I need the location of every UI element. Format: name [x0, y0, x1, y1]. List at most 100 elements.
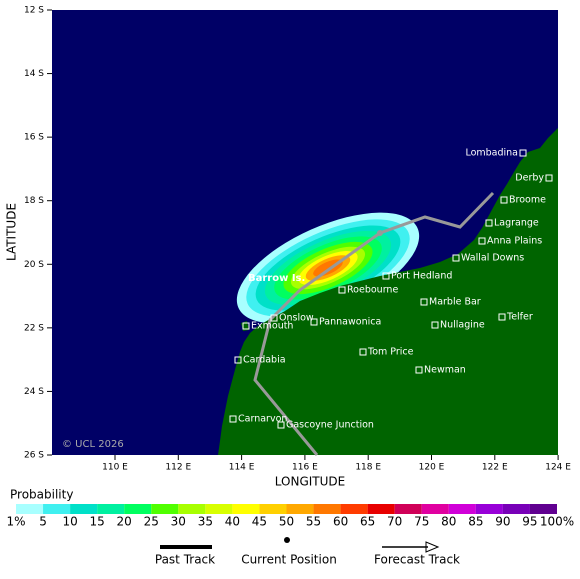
legend-item: Past Track [155, 553, 215, 567]
y-tick-label: 18 S [24, 196, 44, 206]
y-tick-label: 24 S [24, 387, 44, 397]
x-tick-label: 114 E [229, 463, 255, 473]
x-tick-label: 122 E [482, 463, 508, 473]
scale-label: 85 [468, 515, 483, 529]
scale-swatch [313, 504, 341, 514]
scale-swatch [205, 504, 233, 514]
scale-swatch [367, 504, 395, 514]
place-label: Port Hedland [391, 271, 452, 282]
scale-swatch [97, 504, 125, 514]
scale-label: 100% [540, 515, 574, 529]
place-label: Lagrange [494, 218, 539, 229]
scale-swatch [43, 504, 71, 514]
scale-label: 35 [198, 515, 213, 529]
scale-label: 10 [62, 515, 77, 529]
y-tick-label: 20 S [24, 260, 44, 270]
legend-item: Forecast Track [374, 553, 460, 567]
y-tick-label: 26 S [24, 450, 44, 460]
place-label: Cardabia [243, 355, 286, 366]
place-marker [415, 366, 423, 374]
scale-label: 25 [144, 515, 159, 529]
place-label: Derby [515, 173, 544, 184]
places: Lombadina Derby Broome Lagrange Anna Plains W… [229, 148, 553, 431]
scale-label: 55 [306, 515, 321, 529]
place-label: Lombadina [465, 148, 518, 159]
y-tick-label: 22 S [24, 323, 44, 333]
place-marker [498, 313, 506, 321]
scale-label: 20 [117, 515, 132, 529]
scale-label: 95 [522, 515, 537, 529]
place-marker [519, 149, 527, 157]
island-label: Barrow Is. [248, 273, 305, 284]
scale-label: 70 [387, 515, 402, 529]
place-marker [420, 298, 428, 306]
place-label: Tom Price [367, 347, 414, 358]
place-marker [478, 237, 486, 245]
scale-swatch [151, 504, 179, 514]
place-label: Broome [509, 195, 546, 206]
place-label: Anna Plains [487, 236, 542, 247]
color-scale: 1% 5 10 15 20 25 30 35 40 45 50 55 60 65 70 75 80 85 90 95 1… [6, 504, 574, 529]
scale-swatch [178, 504, 206, 514]
place-label: Newman [424, 365, 466, 376]
place-marker [229, 415, 237, 423]
scale-label: 15 [90, 515, 105, 529]
scale-label: 45 [252, 515, 267, 529]
scale-swatch [70, 504, 98, 514]
place-marker [234, 356, 242, 364]
place-marker [359, 348, 367, 356]
scale-label: 60 [333, 515, 348, 529]
place-label: Wallal Downs [461, 253, 524, 264]
scale-label: 65 [360, 515, 375, 529]
scale-label: 5 [39, 515, 47, 529]
scale-label: 30 [171, 515, 186, 529]
land [218, 128, 558, 455]
x-axis-label: LONGITUDE [275, 475, 345, 489]
scale-swatch [502, 504, 530, 514]
x-tick-label: 120 E [419, 463, 445, 473]
place-marker [500, 196, 508, 204]
legend-title: Probability [10, 488, 73, 502]
scale-label: 80 [441, 515, 456, 529]
scale-swatch [394, 504, 422, 514]
place-label: Roebourne [347, 285, 398, 296]
scale-swatch [475, 504, 503, 514]
scale-swatch [232, 504, 260, 514]
x-tick-label: 116 E [292, 463, 318, 473]
place-label: Gascoyne Junction [286, 420, 374, 431]
current-position-symbol [284, 537, 290, 543]
place-marker [382, 272, 390, 280]
scale-swatch [16, 504, 44, 514]
place-label: Exmouth [251, 321, 293, 332]
x-tick-label: 110 E [102, 463, 128, 473]
scale-label: 1% [6, 515, 25, 529]
x-tick-label: 118 E [355, 463, 381, 473]
place-label: Onslow [279, 313, 314, 324]
place-marker [242, 322, 250, 330]
forecast-track [253, 191, 495, 456]
place-marker [431, 321, 439, 329]
place-label: Carnarvon [238, 414, 287, 425]
place-marker [545, 174, 553, 182]
y-tick-label: 16 S [24, 133, 44, 143]
forecast-arrow [425, 541, 440, 553]
current-position [377, 230, 383, 236]
place-label: Pannawonica [319, 317, 381, 328]
x-tick-label: 112 E [165, 463, 191, 473]
place-label: Nullagine [440, 320, 485, 331]
scale-swatch [259, 504, 287, 514]
scale-swatch [124, 504, 152, 514]
place-marker [270, 314, 278, 322]
x-tick-label: 124 E [545, 463, 571, 473]
place-marker [452, 254, 460, 262]
scale-swatch [421, 504, 449, 514]
scale-swatch [286, 504, 314, 514]
scale-swatch [448, 504, 476, 514]
place-marker [277, 421, 285, 429]
y-axis-label: LATITUDE [5, 203, 19, 261]
place-marker [338, 286, 346, 294]
scale-swatch [340, 504, 368, 514]
axis-ticks: 12 S 14 S 16 S 18 S 20 S 22 S 24 S 26 S 110 E 112… [24, 6, 571, 473]
scale-label: 90 [495, 515, 510, 529]
place-marker [485, 219, 493, 227]
